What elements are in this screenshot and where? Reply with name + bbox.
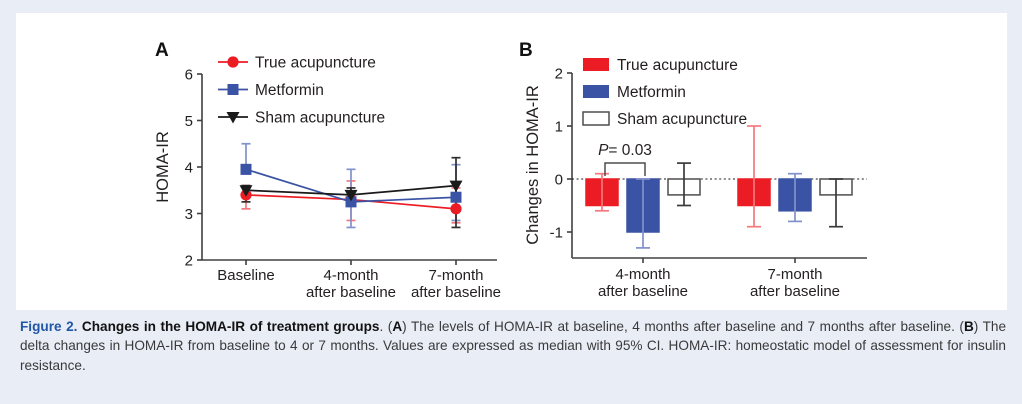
x-category-label: after baseline <box>598 283 688 300</box>
legend-a-sham-acupuncture-marker <box>226 112 240 124</box>
panel-a-y-tick-label: 2 <box>185 253 193 270</box>
marker-metformin <box>240 163 252 175</box>
caption-segment-figure-label: Figure 2. <box>20 319 78 334</box>
caption-segment-plain: ) The delta changes in HOMA-IR from base… <box>20 319 1007 373</box>
legend-b-metformin-swatch <box>583 85 609 98</box>
caption-segment-plain: . ( <box>379 319 393 334</box>
x-category-label: 7-month <box>428 267 483 284</box>
p-value-annotation: P= 0.03 <box>598 142 652 159</box>
x-category-label: after baseline <box>306 284 396 301</box>
significance-bracket <box>604 162 646 176</box>
panel-b-y-tick-label: 2 <box>555 66 563 83</box>
panel-a-y-tick-label: 6 <box>185 67 193 84</box>
x-category-label: 4-month <box>615 266 670 283</box>
panel-b-y-tick-label: -1 <box>550 225 563 242</box>
panel-a-y-tick-label: 4 <box>185 160 193 177</box>
panel-a-y-axis-title: HOMA-IR <box>154 131 172 203</box>
panel-a-y-tick-label: 3 <box>185 206 193 223</box>
legend-a-metformin-label: Metformin <box>255 82 324 99</box>
x-category-label: after baseline <box>750 283 840 300</box>
panel-b-y-tick-label: 0 <box>555 172 563 189</box>
figure-caption: Figure 2. Changes in the HOMA-IR of trea… <box>20 317 1006 375</box>
marker-sham-acupuncture <box>344 189 358 202</box>
legend-a-true-acupuncture-label: True acupuncture <box>255 55 376 72</box>
legend-a-metformin-marker <box>227 84 239 95</box>
panel-b-label: B <box>519 40 533 61</box>
marker-metformin <box>450 191 462 203</box>
legend-a-true-acupuncture-marker <box>227 56 239 68</box>
panel-a-y-tick-label: 5 <box>185 113 193 130</box>
x-category-label: after baseline <box>411 284 501 301</box>
caption-segment-bold: A <box>392 319 403 334</box>
marker-metformin <box>345 196 357 208</box>
panel-a-label: A <box>155 40 169 61</box>
legend-b-sham-acupuncture-swatch <box>582 111 610 126</box>
caption-segment-bold: B <box>963 319 974 334</box>
x-category-label: 4-month <box>323 267 378 284</box>
legend-b-sham-acupuncture-label: Sham acupuncture <box>617 111 747 128</box>
marker-true-acupuncture <box>450 203 462 215</box>
caption-segment-bold: Changes in the HOMA-IR of treatment grou… <box>77 319 380 334</box>
panel-b-y-axis-title: Changes in HOMA-IR <box>524 85 542 245</box>
x-category-label: 7-month <box>767 266 822 283</box>
legend-a-sham-acupuncture-label: Sham acupuncture <box>255 110 385 127</box>
caption-segment-plain: ) The levels of HOMA-IR at baseline, 4 m… <box>402 319 964 334</box>
marker-sham-acupuncture <box>239 185 253 197</box>
figure-2-image: A 2 3 4 5 6 HOMA-IR Baseline 4-month after baseli… <box>16 13 1007 310</box>
marker-sham-acupuncture <box>449 180 463 193</box>
legend-b-true-acupuncture-label: True acupuncture <box>617 57 738 74</box>
panel-b-y-tick-label: 1 <box>555 119 563 136</box>
x-category-label: Baseline <box>217 267 275 284</box>
legend-b-metformin-label: Metformin <box>617 84 686 101</box>
legend-b-true-acupuncture-swatch <box>583 58 609 71</box>
